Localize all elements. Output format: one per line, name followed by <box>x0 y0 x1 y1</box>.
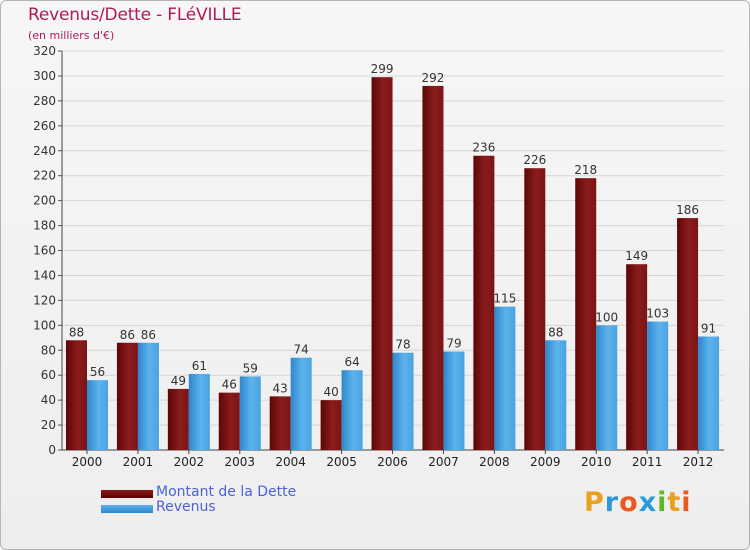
y-tick-label: 160 <box>33 244 56 258</box>
y-tick-label: 0 <box>48 443 56 457</box>
bar-revenus <box>392 352 414 450</box>
data-label-dette: 49 <box>171 374 186 388</box>
bar-dette <box>320 400 342 450</box>
data-label-dette: 43 <box>273 381 288 395</box>
data-label-revenus: 56 <box>90 365 105 379</box>
bar-revenus <box>188 373 210 450</box>
y-tick-label: 140 <box>33 268 56 282</box>
chart-subtitle: (en milliers d'€) <box>28 29 115 42</box>
proxiti-logo: Proxiti <box>584 487 692 518</box>
bar-dette <box>218 392 240 450</box>
data-label-revenus: 59 <box>243 361 258 375</box>
bar-dette <box>269 396 291 450</box>
legend-label-dette: Montant de la Dette <box>156 484 297 500</box>
logo-letter: i <box>657 487 668 518</box>
bar-dette <box>66 340 87 450</box>
data-label-dette: 299 <box>371 62 394 76</box>
bar-revenus <box>137 342 159 450</box>
bar-revenus <box>443 351 465 450</box>
bar-revenus <box>239 376 261 450</box>
logo-letter: i <box>681 487 692 518</box>
legend-label-revenus: Revenus <box>156 499 216 515</box>
data-label-revenus: 100 <box>595 310 618 324</box>
y-tick-label: 320 <box>33 44 56 58</box>
bar-revenus <box>698 336 720 450</box>
y-tick-label: 40 <box>41 393 56 407</box>
legend-swatch-dette <box>101 490 153 498</box>
data-label-revenus: 74 <box>294 343 309 357</box>
x-tick-label: 2012 <box>683 455 714 469</box>
data-label-dette: 46 <box>222 378 237 392</box>
data-label-dette: 186 <box>676 203 699 217</box>
y-tick-label: 200 <box>33 194 56 208</box>
logo-letter: o <box>619 487 639 518</box>
x-tick-label: 2008 <box>479 455 510 469</box>
data-label-revenus: 103 <box>646 307 669 321</box>
y-tick-label: 120 <box>33 293 56 307</box>
data-label-dette: 292 <box>422 71 445 85</box>
x-tick-label: 2001 <box>123 455 154 469</box>
y-tick-label: 20 <box>41 418 56 432</box>
bar-dette <box>524 168 546 451</box>
bar-dette <box>473 155 495 451</box>
x-tick-label: 2002 <box>174 455 205 469</box>
data-label-dette: 88 <box>69 325 84 339</box>
logo-letter: P <box>584 487 605 518</box>
data-label-dette: 226 <box>523 153 546 167</box>
data-label-revenus: 61 <box>192 359 207 373</box>
data-label-dette: 236 <box>472 141 495 155</box>
bar-revenus <box>494 306 516 450</box>
data-label-revenus: 86 <box>141 328 156 342</box>
logo-letter: x <box>638 487 658 518</box>
bar-revenus <box>647 321 669 450</box>
x-tick-label: 2009 <box>530 455 561 469</box>
bar-dette <box>575 178 597 450</box>
y-tick-label: 100 <box>33 318 56 332</box>
bar-revenus <box>87 380 108 450</box>
x-tick-label: 2003 <box>224 455 255 469</box>
data-label-dette: 40 <box>323 385 338 399</box>
bar-dette <box>371 77 393 450</box>
logo-letter: t <box>667 487 682 518</box>
x-tick-label: 2006 <box>377 455 408 469</box>
data-label-revenus: 115 <box>493 292 516 306</box>
x-tick-label: 2005 <box>326 455 357 469</box>
y-tick-label: 240 <box>33 144 56 158</box>
bar-dette <box>167 388 189 450</box>
bar-dette <box>422 85 444 450</box>
y-tick-label: 260 <box>33 119 56 133</box>
x-tick-label: 2010 <box>581 455 612 469</box>
bar-dette <box>677 218 699 450</box>
data-label-revenus: 64 <box>344 355 359 369</box>
logo-letter: r <box>604 487 620 518</box>
x-tick-label: 2004 <box>275 455 306 469</box>
x-tick-label: 2011 <box>632 455 663 469</box>
legend-swatch-revenus <box>101 505 153 513</box>
x-tick-label: 2000 <box>72 455 103 469</box>
data-label-revenus: 88 <box>548 325 563 339</box>
data-label-dette: 149 <box>625 249 648 263</box>
y-tick-label: 220 <box>33 169 56 183</box>
data-label-revenus: 91 <box>701 322 716 336</box>
data-label-dette: 218 <box>574 163 597 177</box>
y-tick-label: 80 <box>41 343 56 357</box>
y-tick-label: 60 <box>41 368 56 382</box>
chart-title: Revenus/Dette - FLéVILLE <box>28 5 242 25</box>
bar-dette <box>116 342 138 450</box>
data-label-dette: 86 <box>120 328 135 342</box>
bar-dette <box>626 264 648 450</box>
y-tick-label: 280 <box>33 94 56 108</box>
data-label-revenus: 78 <box>395 338 410 352</box>
bar-revenus <box>545 340 567 450</box>
y-tick-label: 300 <box>33 69 56 83</box>
data-label-revenus: 79 <box>446 336 461 350</box>
bar-revenus <box>290 357 312 450</box>
x-tick-label: 2007 <box>428 455 459 469</box>
bar-revenus <box>596 325 618 450</box>
bar-revenus <box>341 370 363 450</box>
y-tick-label: 180 <box>33 219 56 233</box>
